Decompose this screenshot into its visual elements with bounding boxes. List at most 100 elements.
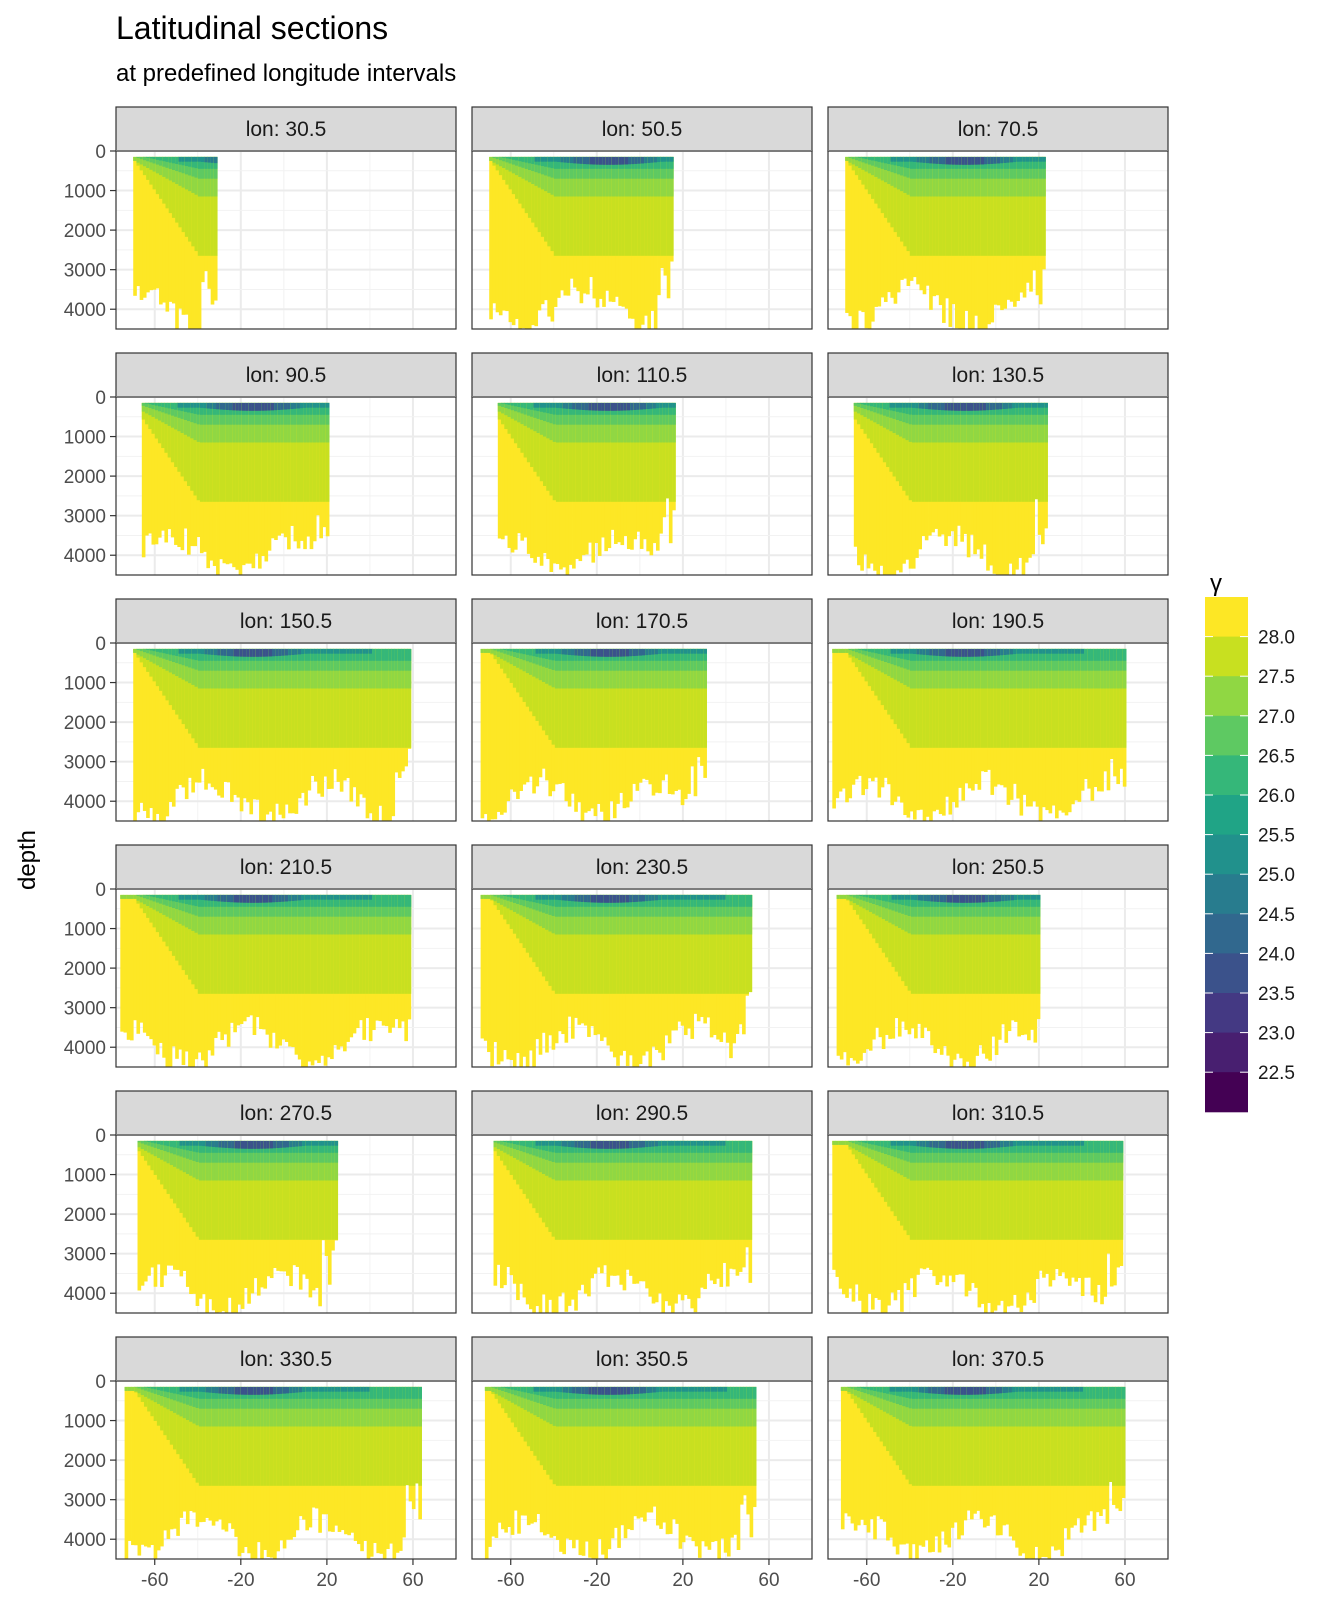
density-cell xyxy=(333,894,337,907)
density-cell xyxy=(864,648,869,664)
density-cell xyxy=(169,1140,174,1266)
density-cell xyxy=(188,648,192,654)
density-cell xyxy=(210,894,215,901)
y-tick-label: 1000 xyxy=(64,182,106,203)
density-cell xyxy=(874,648,878,659)
density-cell xyxy=(146,648,150,650)
density-cell xyxy=(745,894,749,994)
density-cell xyxy=(145,402,149,414)
density-cell xyxy=(929,156,933,164)
density-cell xyxy=(207,156,212,169)
density-cell xyxy=(896,648,901,654)
density-cell xyxy=(863,402,868,434)
density-cell xyxy=(654,648,659,655)
density-cell xyxy=(204,156,208,169)
density-cell xyxy=(213,894,218,902)
facet-panel: lon: 250.5 xyxy=(827,844,1169,1068)
density-cell xyxy=(915,402,919,409)
density-cell xyxy=(616,894,620,903)
density-cell xyxy=(523,402,528,538)
density-cell xyxy=(655,402,660,409)
density-cell xyxy=(709,894,714,900)
density-cell xyxy=(490,894,494,900)
density-cell xyxy=(146,894,150,907)
density-cell xyxy=(480,648,485,819)
density-cell xyxy=(722,894,727,994)
density-cell xyxy=(365,894,370,994)
density-cell xyxy=(890,156,895,228)
density-cell xyxy=(853,402,858,547)
density-cell xyxy=(191,894,195,900)
density-cell xyxy=(539,402,544,482)
density-cell xyxy=(184,894,189,900)
density-cell xyxy=(584,402,589,411)
density-cell xyxy=(159,156,163,161)
density-cell xyxy=(931,402,935,502)
density-cell xyxy=(885,894,889,909)
density-cell xyxy=(166,1140,171,1266)
density-cell xyxy=(880,648,885,655)
density-cell xyxy=(496,648,501,652)
density-cell xyxy=(152,894,157,928)
density-cell xyxy=(1038,156,1043,162)
density-cell xyxy=(601,402,605,502)
density-cell xyxy=(188,894,192,980)
density-cell xyxy=(270,402,275,502)
density-cell xyxy=(171,156,176,218)
density-cell xyxy=(887,156,891,223)
density-cell xyxy=(938,156,943,256)
density-cell xyxy=(191,894,195,906)
density-cell xyxy=(199,402,204,415)
density-cell xyxy=(198,1140,203,1240)
density-cell xyxy=(502,156,506,180)
density-cell xyxy=(996,156,1001,164)
density-cell xyxy=(223,894,228,902)
density-cell xyxy=(577,894,582,994)
density-cell xyxy=(201,156,205,162)
density-cell xyxy=(171,894,176,908)
density-cell xyxy=(355,894,360,900)
density-cell xyxy=(975,894,980,903)
density-cell xyxy=(520,402,525,408)
density-cell xyxy=(284,894,289,994)
density-cell xyxy=(503,648,507,813)
density-cell xyxy=(574,894,578,902)
density-cell xyxy=(217,648,221,656)
density-cell xyxy=(851,648,856,657)
density-cell xyxy=(919,648,924,655)
density-cell xyxy=(154,402,159,545)
density-cell xyxy=(1042,156,1046,169)
facet-panel: lon: 50.5 xyxy=(471,106,813,330)
density-cell xyxy=(696,894,701,907)
density-cell xyxy=(864,156,869,172)
density-cell xyxy=(197,648,202,654)
density-cell xyxy=(343,648,347,654)
density-cell xyxy=(854,648,859,659)
facet-label: lon: 30.5 xyxy=(246,118,327,141)
density-cell xyxy=(882,402,887,463)
density-cell xyxy=(1051,648,1056,654)
density-cell xyxy=(652,402,657,415)
density-cell xyxy=(580,894,585,902)
density-cell xyxy=(394,648,399,748)
density-cell xyxy=(152,156,157,172)
density-cell xyxy=(283,402,288,410)
density-cell xyxy=(859,894,863,1061)
y-tick-label: 2000 xyxy=(64,959,106,980)
density-cell xyxy=(889,402,893,575)
density-cell xyxy=(391,894,396,994)
density-cell xyxy=(873,402,877,407)
density-cell xyxy=(618,156,622,165)
density-cell xyxy=(346,648,350,661)
density-cell xyxy=(579,156,584,164)
density-cell xyxy=(254,402,259,411)
density-cell xyxy=(662,402,667,502)
density-cell xyxy=(505,156,509,159)
density-cell xyxy=(163,1140,167,1152)
density-cell xyxy=(168,648,173,706)
density-cell xyxy=(996,156,1001,256)
density-cell xyxy=(996,648,1001,748)
density-cell xyxy=(339,648,344,661)
density-cell xyxy=(153,1140,158,1157)
density-cell xyxy=(1022,648,1027,654)
